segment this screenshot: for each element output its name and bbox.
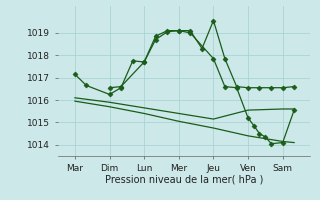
- X-axis label: Pression niveau de la mer( hPa ): Pression niveau de la mer( hPa ): [105, 174, 263, 184]
